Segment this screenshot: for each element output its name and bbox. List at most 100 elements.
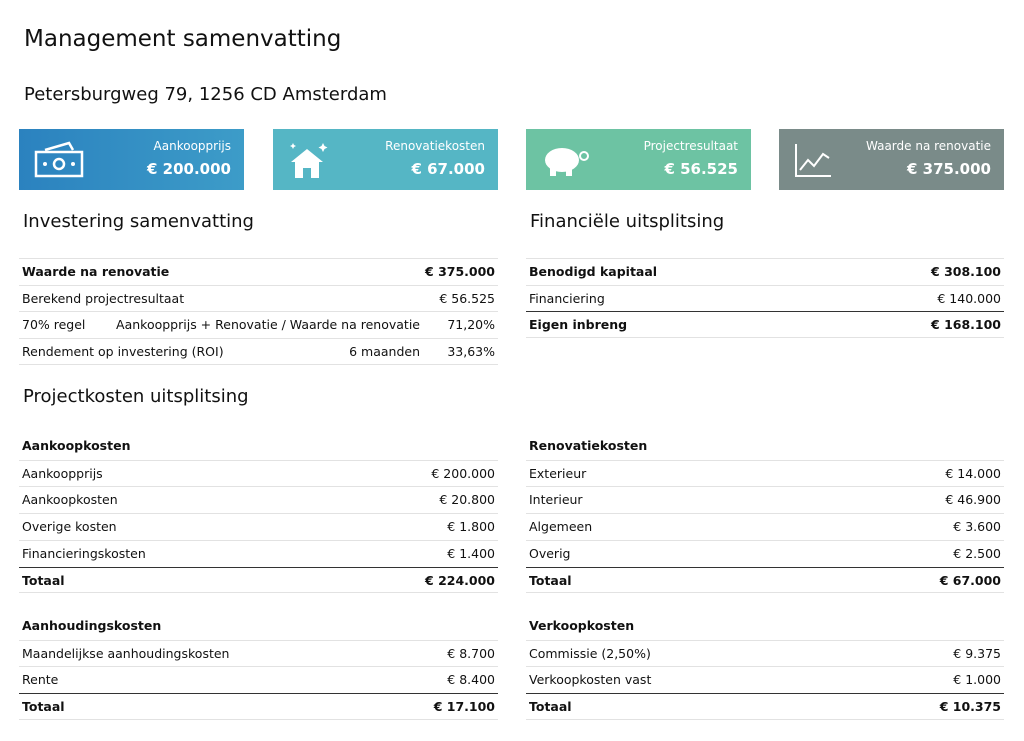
row-value: € 14.000 <box>945 465 1001 481</box>
row-label: Waarde na renovatie <box>22 264 170 279</box>
row-label: Rente <box>22 672 59 688</box>
row-value: € 168.100 <box>931 317 1001 333</box>
row-value: € 17.100 <box>433 699 495 715</box>
row-value: € 3.600 <box>953 519 1001 535</box>
table-row: Commissie (2,50%) € 9.375 <box>526 639 1004 667</box>
section-title: Projectkosten uitsplitsing <box>23 386 249 407</box>
money-icon <box>34 141 84 178</box>
card-value: € 200.000 <box>147 160 231 178</box>
row-label: Totaal <box>22 699 65 715</box>
table-row: Maandelijkse aanhoudingskosten € 8.700 <box>19 639 498 667</box>
house-icon <box>290 143 328 178</box>
row-label: Renovatiekosten <box>529 438 648 453</box>
card: Aankoopprijs € 200.000 <box>19 129 244 190</box>
row-value: € 56.525 <box>439 290 495 306</box>
title: Management samenvatting <box>24 26 342 52</box>
table-row: Aanhoudingskosten <box>19 613 498 640</box>
table-row: Verkoopkosten vast € 1.000 <box>526 666 1004 693</box>
row-label: Totaal <box>22 572 65 588</box>
row-label: Algemeen <box>529 519 593 535</box>
table-row: 70% regel Aankoopprijs + Renovatie / Waar… <box>19 311 498 338</box>
card-value: € 56.525 <box>664 160 738 178</box>
row-value: 33,63% <box>447 344 495 360</box>
row-label: Financieringskosten <box>22 545 146 561</box>
row-label: Totaal <box>529 699 572 715</box>
table-row: Exterieur € 14.000 <box>526 459 1004 487</box>
row-label: Aankoopprijs <box>22 465 103 481</box>
table-row: Financiering € 140.000 <box>526 284 1004 312</box>
row-value: € 67.000 <box>939 572 1001 588</box>
table-row: Totaal € 224.000 <box>19 566 498 594</box>
chart-icon <box>795 144 831 177</box>
row-label: Verkoopkosten vast <box>529 672 652 688</box>
row-note: 6 maanden <box>349 344 420 360</box>
row-label: Commissie (2,50%) <box>529 645 651 661</box>
card-label: Aankoopprijs <box>153 139 231 153</box>
row-label: Berekend projectresultaat <box>22 290 185 306</box>
table-row: Interieur € 46.900 <box>526 486 1004 513</box>
row-value: € 46.900 <box>945 492 1001 508</box>
row-value: € 10.375 <box>939 699 1001 715</box>
card-value: € 375.000 <box>907 160 991 178</box>
card-label: Projectresultaat <box>643 139 738 153</box>
table-row: Waarde na renovatie € 375.000 <box>19 258 498 285</box>
table-row: Renovatiekosten <box>526 433 1004 460</box>
table-row: Verkoopkosten <box>526 613 1004 640</box>
row-value: € 20.800 <box>439 492 495 508</box>
card: Waarde na renovatie € 375.000 <box>779 129 1004 190</box>
table-row: Overig € 2.500 <box>526 539 1004 567</box>
row-label: Rendement op investering (ROI) <box>22 344 224 360</box>
row-label: Aankoopkosten <box>22 438 131 453</box>
row-value: € 1.800 <box>447 519 495 535</box>
section-title: Financiële uitsplitsing <box>530 211 725 232</box>
row-label: Aanhoudingskosten <box>22 618 162 633</box>
table-row: Berekend projectresultaat € 56.525 <box>19 284 498 312</box>
table-row: Financieringskosten € 1.400 <box>19 539 498 567</box>
row-label: Maandelijkse aanhoudingskosten <box>22 645 230 661</box>
card-value: € 67.000 <box>411 160 485 178</box>
table-row: Benodigd kapitaal € 308.100 <box>526 258 1004 285</box>
row-value: € 9.375 <box>953 645 1001 661</box>
table-row: Aankoopkosten <box>19 433 498 460</box>
row-note: Aankoopprijs + Renovatie / Waarde na ren… <box>116 317 420 333</box>
row-label: 70% regel <box>22 317 86 333</box>
card-label: Renovatiekosten <box>385 139 485 153</box>
row-value: 71,20% <box>447 317 495 333</box>
table-row: Algemeen € 3.600 <box>526 513 1004 540</box>
table-row: Eigen inbreng € 168.100 <box>526 311 1004 339</box>
row-label: Financiering <box>529 290 605 306</box>
address: Petersburgweg 79, 1256 CD Amsterdam <box>24 84 387 105</box>
row-value: € 2.500 <box>953 545 1001 561</box>
card: Projectresultaat € 56.525 <box>526 129 751 190</box>
row-label: Overig <box>529 545 571 561</box>
row-value: € 200.000 <box>431 465 495 481</box>
row-label: Eigen inbreng <box>529 317 628 333</box>
row-value: € 375.000 <box>425 264 495 279</box>
row-value: € 8.700 <box>447 645 495 661</box>
row-value: € 140.000 <box>937 290 1001 306</box>
row-value: € 1.400 <box>447 545 495 561</box>
row-value: € 224.000 <box>425 572 495 588</box>
row-value: € 308.100 <box>931 264 1001 279</box>
row-label: Overige kosten <box>22 519 117 535</box>
row-label: Aankoopkosten <box>22 492 118 508</box>
table-row: Rendement op investering (ROI) 6 maanden 3… <box>19 338 498 365</box>
card-label: Waarde na renovatie <box>866 139 991 153</box>
table-row: Totaal € 17.100 <box>19 693 498 720</box>
section-title: Investering samenvatting <box>23 211 254 232</box>
table-row: Totaal € 67.000 <box>526 566 1004 594</box>
row-value: € 8.400 <box>447 672 495 688</box>
row-label: Benodigd kapitaal <box>529 264 658 279</box>
table-row: Overige kosten € 1.800 <box>19 513 498 540</box>
row-label: Interieur <box>529 492 583 508</box>
table-row: Aankoopkosten € 20.800 <box>19 486 498 513</box>
piggy-icon <box>545 148 589 176</box>
table-row: Aankoopprijs € 200.000 <box>19 459 498 487</box>
row-label: Verkoopkosten <box>529 618 635 633</box>
card: Renovatiekosten € 67.000 <box>273 129 498 190</box>
table-row: Totaal € 10.375 <box>526 693 1004 720</box>
row-label: Totaal <box>529 572 572 588</box>
row-label: Exterieur <box>529 465 587 481</box>
row-value: € 1.000 <box>953 672 1001 688</box>
